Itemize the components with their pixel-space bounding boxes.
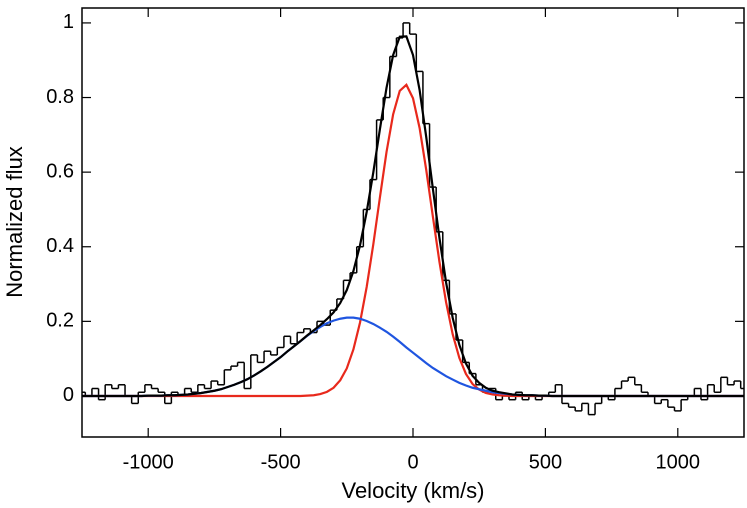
x-tick-label: -1000 — [123, 451, 174, 473]
y-tick-label: 0 — [63, 384, 74, 406]
x-tick-label: 500 — [529, 451, 562, 473]
line-series — [82, 83, 744, 398]
plot-frame — [81, 7, 745, 438]
y-tick-label: 0.6 — [46, 160, 74, 182]
x-tick-label: 0 — [407, 451, 418, 473]
line-series — [82, 316, 744, 398]
y-tick-label: 0.2 — [46, 310, 74, 332]
x-axis-label: Velocity (km/s) — [341, 478, 484, 503]
line-series — [82, 35, 744, 398]
y-tick-label: 1 — [63, 11, 74, 33]
y-axis-label: Normalized flux — [2, 146, 27, 298]
y-tick-label: 0.4 — [46, 235, 74, 257]
y-tick-label: 0.8 — [46, 86, 74, 108]
plot-area — [82, 22, 744, 416]
x-tick-label: -500 — [261, 451, 301, 473]
x-tick-label: 1000 — [656, 451, 701, 473]
